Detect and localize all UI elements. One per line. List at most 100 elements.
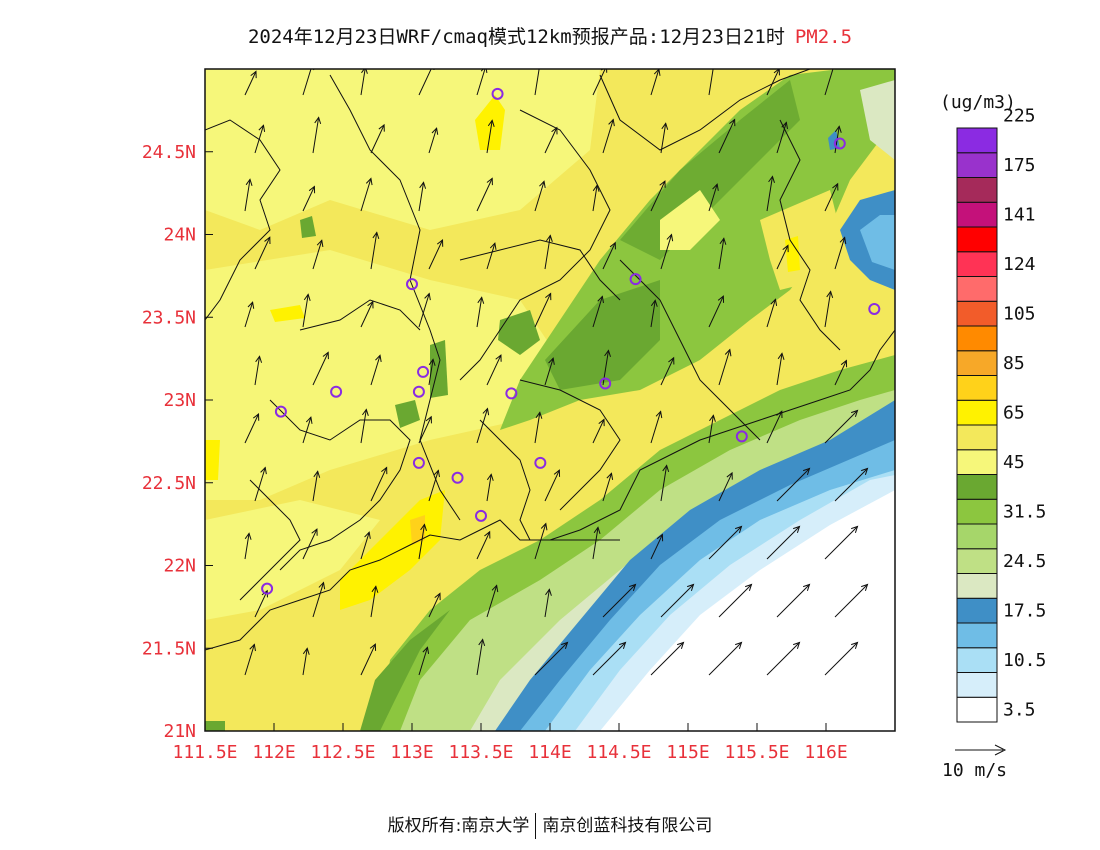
- wind-arrow: [602, 241, 616, 270]
- legend-swatch: [956, 647, 998, 673]
- wind-reference-arrow: [955, 744, 1007, 756]
- legend-swatch: [956, 622, 998, 649]
- wind-arrow: [312, 116, 322, 154]
- wind-arrow: [650, 641, 685, 676]
- wind-arrow: [534, 69, 540, 96]
- x-tick-label: 114E: [528, 742, 571, 763]
- wind-arrow: [360, 177, 373, 212]
- legend-swatch: [956, 226, 998, 253]
- field-green-blob-2: [395, 400, 420, 428]
- wind-arrow: [544, 126, 558, 154]
- station-marker: [491, 87, 504, 100]
- x-tick-label: 116E: [804, 742, 847, 763]
- field-bright-yellow-ne: [785, 236, 800, 272]
- wind-arrow: [486, 119, 495, 154]
- station-marker: [629, 273, 642, 286]
- legend-swatch: [956, 523, 998, 550]
- wind-arrow: [486, 473, 494, 502]
- wind-arrow: [708, 414, 716, 444]
- station-marker: [274, 405, 287, 418]
- legend-label: 31.5: [1003, 502, 1046, 523]
- legend-swatch: [956, 449, 998, 475]
- wind-arrow: [360, 408, 369, 444]
- footer-separator: [535, 813, 537, 839]
- legend-label: 124: [1003, 254, 1036, 275]
- wind-arrow: [592, 295, 604, 328]
- wind-arrow: [660, 583, 695, 618]
- wind-arrow: [360, 300, 374, 328]
- wind-arrow: [602, 118, 615, 154]
- field-green-blob-1: [498, 310, 540, 355]
- wind-arrow: [592, 418, 605, 444]
- boundary-province-1: [205, 119, 281, 321]
- wind-arrow: [766, 641, 801, 676]
- wind-arrow: [244, 70, 257, 96]
- wind-arrow: [476, 407, 490, 444]
- field-yellow-ne-coast: [760, 190, 840, 290]
- concentration-field: [205, 69, 895, 731]
- wind-arrow: [592, 184, 600, 212]
- x-tick-label: 115E: [666, 742, 709, 763]
- legend-swatch: [956, 573, 998, 599]
- wind-arrow: [486, 354, 502, 386]
- wind-arrow: [312, 581, 326, 618]
- station-marker: [505, 387, 518, 400]
- wind-arrow: [486, 584, 499, 618]
- legend-swatch: [956, 177, 998, 203]
- wind-arrow: [370, 466, 388, 502]
- boundary-province-9: [239, 479, 301, 601]
- wind-arrow: [312, 351, 329, 386]
- boundary-province-3: [459, 109, 611, 381]
- legend-swatch: [956, 474, 998, 500]
- field-sea-white: [600, 490, 895, 731]
- title-main: 2024年12月23日WRF/cmaq模式12km预报产品:12月23日21时: [247, 26, 785, 48]
- title-species: PM2.5: [794, 26, 853, 48]
- wind-arrow: [834, 467, 869, 502]
- wind-arrow: [428, 592, 441, 618]
- wind-arrow: [602, 583, 637, 618]
- legend-label: 17.5: [1003, 601, 1046, 622]
- field-yellow-east-coast: [640, 300, 840, 430]
- wind-arrow: [370, 354, 382, 386]
- footer-company: 南京创蓝科技有限公司: [542, 816, 713, 836]
- wind-arrow: [708, 69, 714, 96]
- footer-copyright: 版权所有:南京大学: [387, 816, 530, 836]
- wind-arrow: [476, 296, 485, 328]
- wind-arrow: [766, 69, 780, 96]
- legend-swatch: [956, 300, 998, 327]
- field-bright-yellow-edge: [205, 440, 220, 480]
- legend-swatch: [956, 152, 998, 178]
- wind-arrow: [244, 643, 256, 676]
- field-ne-lightblue: [860, 215, 895, 270]
- y-tick-label: 24N: [163, 225, 196, 246]
- wind-arrow: [244, 178, 253, 212]
- wind-arrow: [254, 236, 271, 270]
- legend-label: 175: [1003, 155, 1036, 176]
- wind-arrow: [708, 295, 725, 328]
- wind-reference-head: [994, 744, 1007, 756]
- boundary-province-8: [519, 379, 621, 511]
- wind-arrow: [476, 638, 486, 676]
- boundary-lines: [205, 69, 895, 651]
- wind-arrow: [834, 236, 847, 270]
- boundary-province-11: [299, 299, 421, 331]
- field-light-yellow-west: [205, 500, 380, 620]
- station-marker: [833, 137, 846, 150]
- field-bright-yellow-north: [475, 95, 505, 150]
- wind-arrow: [476, 177, 493, 212]
- wind-arrow: [660, 464, 670, 502]
- wind-arrow: [534, 522, 548, 560]
- wind-arrow: [776, 467, 811, 502]
- wind-arrow: [486, 242, 497, 270]
- legend-swatch: [956, 350, 998, 376]
- station-marker: [599, 377, 612, 390]
- wind-arrow: [428, 127, 439, 154]
- wind-arrow: [660, 122, 669, 154]
- wind-arrow: [244, 412, 260, 444]
- legend-swatch: [956, 399, 998, 426]
- station-marker: [261, 582, 274, 595]
- legend-unit: (ug/m3): [940, 92, 1016, 113]
- y-tick-label: 21.5N: [142, 638, 196, 659]
- x-axis: 111.5E 112E 112.5E 113E 113.5E 114E 114.5E 115E…: [172, 723, 848, 763]
